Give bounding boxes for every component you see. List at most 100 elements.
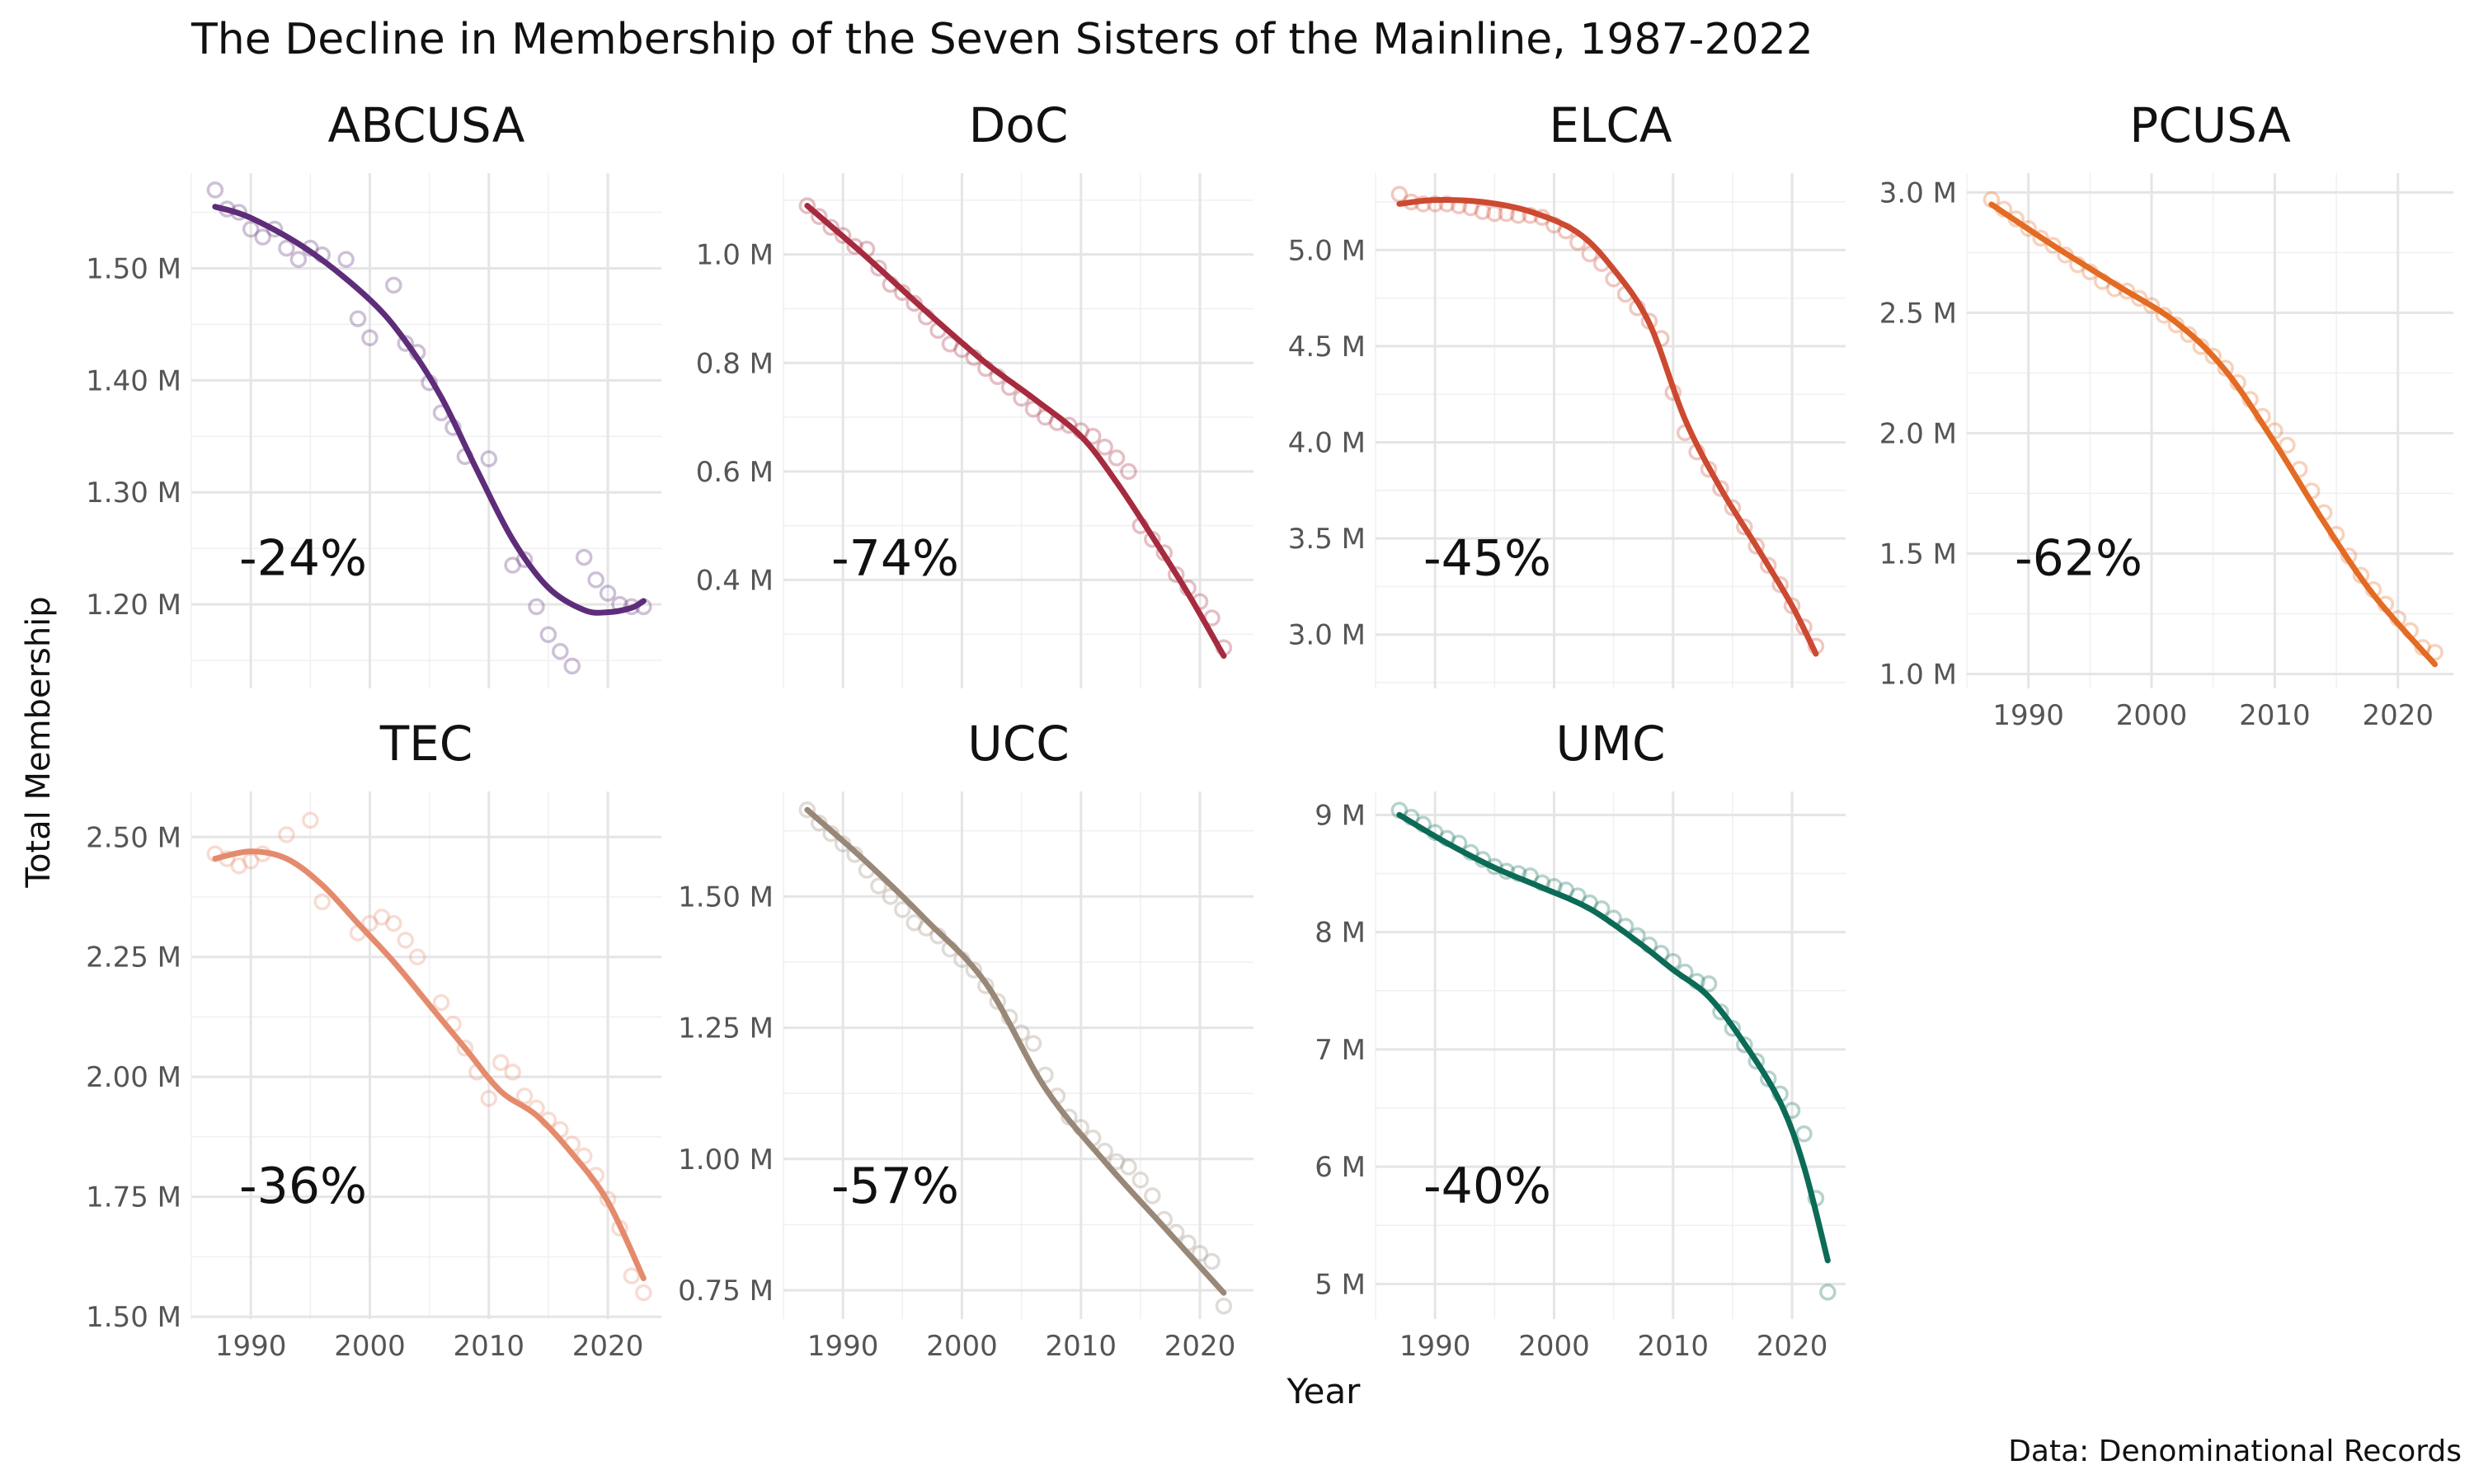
y-tick-label: 0.4 M: [696, 564, 774, 597]
data-point: [1024, 400, 1042, 418]
y-tick-label: 1.75 M: [86, 1181, 181, 1214]
x-tick-label: 2000: [926, 1330, 998, 1363]
trend-line: [1988, 201, 2439, 668]
x-tick-label: 2010: [453, 1330, 524, 1363]
data-point: [1712, 480, 1729, 497]
facet-title: UMC: [1556, 716, 1666, 772]
data-point: [480, 1090, 498, 1107]
y-tick-label: 1.00 M: [678, 1144, 774, 1176]
data-point: [1203, 1252, 1221, 1270]
data-point: [504, 1064, 521, 1081]
y-tick-label: 1.30 M: [86, 477, 181, 510]
y-tick-label: 1.40 M: [86, 364, 181, 397]
data-point: [635, 1284, 652, 1302]
facet-doc: 0.4 M 0.6 M 0.8 M 1.0 M DoC -74%: [696, 97, 1253, 688]
x-tick-label: 2000: [1518, 1330, 1590, 1363]
data-point: [905, 913, 923, 932]
data-point: [2204, 347, 2222, 365]
y-tick-label: 3.5 M: [1288, 523, 1366, 556]
facet-pcusa: 1.0 M 1.5 M 2.0 M 2.5 M 3.0 M 1990 2000 2010 202…: [1879, 97, 2453, 732]
data-point: [408, 948, 426, 965]
data-point: [2118, 282, 2136, 300]
data-point: [1438, 195, 1456, 213]
y-tick-label: 2.0 M: [1879, 417, 1957, 450]
y-axis-label: Total Membership: [20, 596, 58, 888]
y-tick-label: 1.5 M: [1879, 538, 1957, 571]
pct-change-label: -57%: [831, 1158, 959, 1215]
data-point: [397, 932, 414, 949]
trend-line: [804, 806, 1227, 1296]
trend-line: [1396, 197, 1819, 657]
data-point: [2192, 338, 2210, 355]
data-point: [1724, 499, 1742, 517]
data-point: [361, 329, 379, 346]
data-point: [552, 642, 569, 660]
data-point: [278, 826, 295, 843]
data-point: [492, 1054, 510, 1071]
data-point: [349, 310, 367, 327]
facet-ucc: 0.75 M 1.00 M 1.25 M 1.50 M 1990 2000 2010 2020…: [678, 716, 1253, 1363]
x-tick-label: 2000: [334, 1330, 406, 1363]
data-point: [385, 276, 402, 294]
x-axis-label: Year: [1286, 1371, 1362, 1411]
data-point: [2044, 237, 2062, 254]
x-tick-label: 2020: [1757, 1330, 1828, 1363]
x-tick-label: 2020: [2363, 699, 2434, 732]
data-point: [1736, 1036, 1753, 1054]
y-tick-label: 5 M: [1315, 1268, 1366, 1301]
data-point: [1581, 245, 1598, 263]
data-point: [242, 220, 260, 238]
facet-abcusa: 1.20 M 1.30 M 1.40 M 1.50 M ABCUSA -24%: [86, 97, 661, 688]
facet-tec: 1.50 M 1.75 M 2.00 M 2.25 M 2.50 M 1990 2000 20…: [86, 716, 661, 1363]
y-tick-label: 1.0 M: [696, 239, 774, 272]
data-point: [1724, 1020, 1742, 1037]
x-tick-label: 1990: [1992, 699, 2064, 732]
data-point: [882, 888, 900, 905]
data-point: [1819, 1284, 1837, 1301]
data-point: [1061, 416, 1078, 434]
data-point: [361, 914, 379, 932]
data-point: [206, 181, 224, 199]
data-point: [1167, 566, 1185, 584]
data-point: [623, 1267, 641, 1284]
data-point: [1783, 597, 1801, 614]
data-point: [278, 239, 295, 257]
data-point: [870, 877, 887, 895]
y-tick-label: 1.50 M: [678, 881, 774, 913]
data-point: [1759, 556, 1777, 574]
data-point: [941, 335, 959, 353]
pct-change-label: -74%: [831, 530, 959, 588]
pct-change-label: -24%: [239, 530, 367, 588]
y-tick-label: 8 M: [1315, 917, 1366, 950]
y-tick-label: 4.0 M: [1288, 426, 1366, 459]
y-tick-label: 2.25 M: [86, 942, 181, 974]
data-point: [1747, 538, 1766, 555]
data-point: [798, 197, 816, 214]
facet-title: UCC: [967, 716, 1069, 772]
y-tick-label: 4.5 M: [1288, 331, 1366, 364]
data-point: [846, 237, 863, 256]
facet-title: ABCUSA: [328, 97, 525, 153]
data-point: [2180, 326, 2198, 343]
data-point: [2279, 436, 2296, 454]
y-tick-label: 2.00 M: [86, 1061, 181, 1094]
y-tick-label: 3.0 M: [1879, 176, 1957, 209]
data-point: [1215, 1297, 1233, 1315]
data-point: [313, 893, 331, 911]
data-point: [2020, 219, 2037, 237]
data-point: [456, 1040, 474, 1057]
trend-line: [804, 202, 1227, 660]
facet-elca: 3.0 M 3.5 M 4.0 M 4.5 M 5.0 M ELCA -45%: [1288, 97, 1846, 688]
data-point: [337, 251, 355, 268]
y-tick-label: 7 M: [1315, 1034, 1366, 1067]
data-point: [289, 251, 308, 268]
x-tick-label: 1990: [1399, 1330, 1471, 1363]
facet-title: DoC: [969, 97, 1069, 153]
x-tick-label: 2010: [1045, 1330, 1117, 1363]
facet-title: TEC: [379, 716, 473, 772]
facet-umc: 5 M 6 M 7 M 8 M 9 M 1990 2000 2010 2020 UMC -40%: [1315, 716, 1846, 1363]
data-point: [302, 811, 319, 829]
y-tick-label: 1.0 M: [1879, 658, 1957, 691]
data-point: [1426, 195, 1444, 213]
